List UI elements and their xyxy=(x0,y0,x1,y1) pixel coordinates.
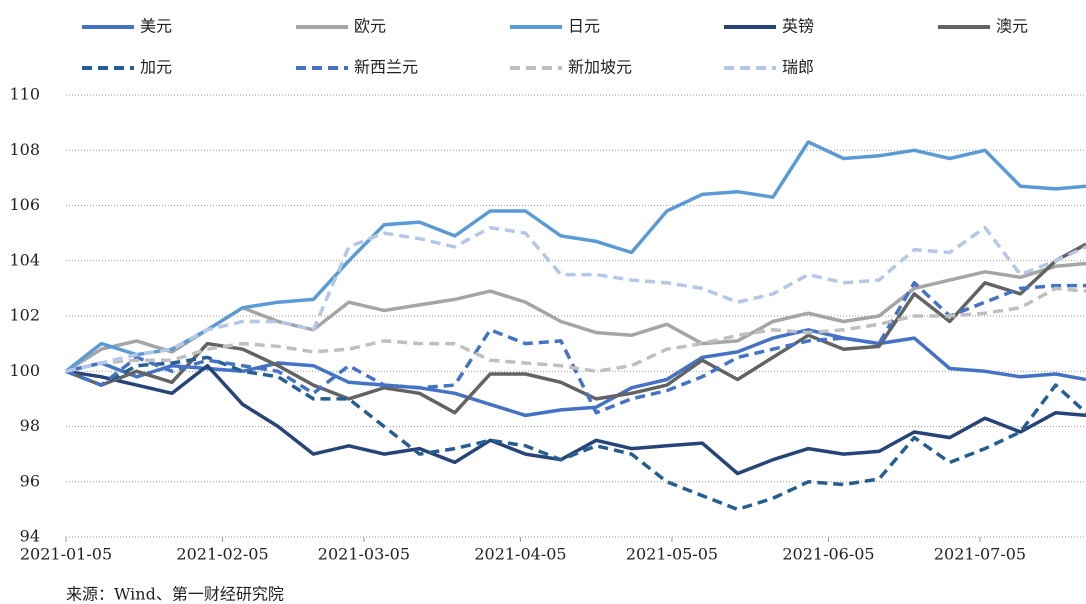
legend-label: 美元 xyxy=(140,17,172,36)
legend-label: 新西兰元 xyxy=(354,58,418,77)
y-tick-label: 110 xyxy=(9,85,40,104)
legend-label: 瑞郎 xyxy=(782,58,814,77)
y-tick-label: 94 xyxy=(20,527,40,546)
x-tick-label: 2021-02-05 xyxy=(176,545,268,564)
y-tick-label: 106 xyxy=(9,195,40,214)
series-line xyxy=(64,140,1086,373)
y-tick-label: 100 xyxy=(9,361,40,380)
legend-label: 英镑 xyxy=(782,17,814,36)
legend-label: 日元 xyxy=(568,17,600,36)
series-line xyxy=(65,242,1086,415)
x-tick-label: 2021-07-05 xyxy=(934,545,1026,564)
y-tick-label: 98 xyxy=(20,416,40,435)
x-tick-label: 2021-06-05 xyxy=(782,545,874,564)
series-line xyxy=(65,281,1086,415)
y-tick-label: 108 xyxy=(9,140,40,159)
legend-label: 新加坡元 xyxy=(568,58,632,77)
y-tick-label: 96 xyxy=(20,471,40,490)
x-tick-label: 2021-01-05 xyxy=(20,545,112,564)
x-tick-label: 2021-03-05 xyxy=(318,545,410,564)
x-tick-label: 2021-04-05 xyxy=(474,545,566,564)
source-note: 来源：Wind、第一财经研究院 xyxy=(66,585,284,604)
legend-label: 澳元 xyxy=(996,17,1028,36)
series-line xyxy=(65,363,1086,476)
legend-label: 欧元 xyxy=(354,17,386,36)
series-line xyxy=(65,355,1086,512)
y-tick-label: 104 xyxy=(9,250,40,269)
series-line xyxy=(65,286,1086,374)
legend-label: 加元 xyxy=(140,58,172,77)
x-tick-label: 2021-05-05 xyxy=(626,545,718,564)
y-tick-label: 102 xyxy=(9,306,40,325)
series-line xyxy=(65,225,1086,374)
